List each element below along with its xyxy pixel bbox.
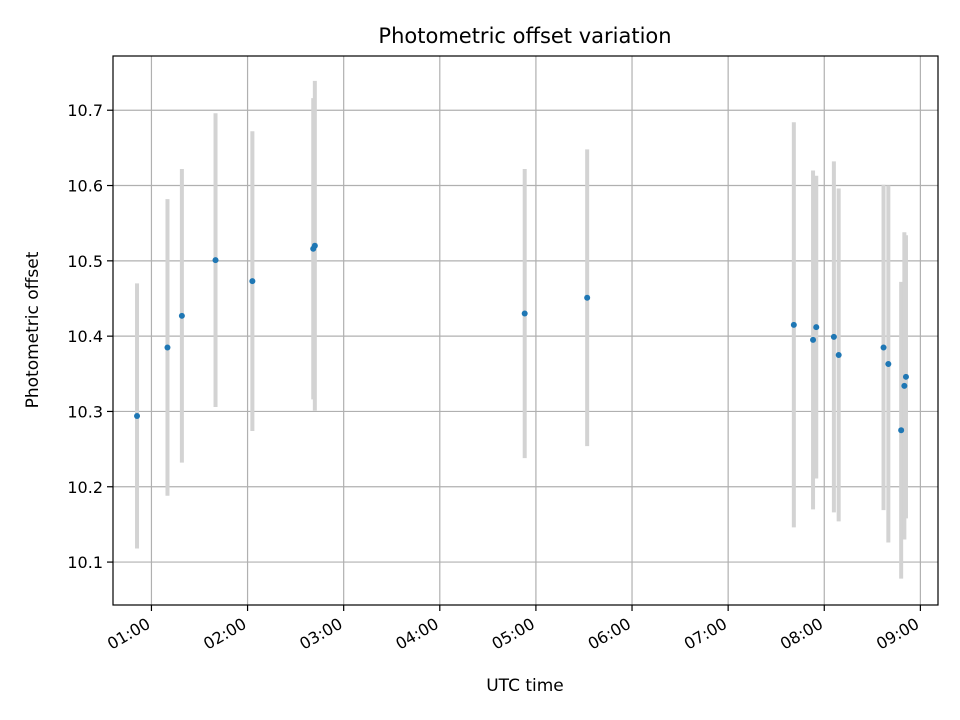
data-point	[212, 257, 219, 264]
data-point	[134, 412, 141, 419]
y-tick-label: 10.2	[67, 478, 103, 497]
y-tick-label: 10.6	[67, 177, 103, 196]
data-point	[885, 361, 892, 368]
data-point	[790, 321, 797, 328]
data-point	[830, 333, 837, 340]
y-tick-label: 10.4	[67, 327, 103, 346]
data-point	[810, 336, 817, 343]
x-axis-label: UTC time	[486, 676, 564, 696]
data-point	[584, 294, 591, 301]
markers	[134, 242, 909, 434]
y-axis-label: Photometric offset	[23, 251, 43, 408]
y-tick-label: 10.7	[67, 101, 103, 120]
data-point	[178, 312, 185, 319]
data-point	[813, 324, 820, 331]
plot-frame	[112, 55, 939, 606]
y-tick-label: 10.3	[67, 402, 103, 421]
y-axis-ticks: 10.1 10.2 10.3 10.4 10.5 10.6 10.7	[67, 101, 113, 572]
data-point	[901, 382, 908, 389]
data-point	[835, 351, 842, 358]
data-point	[311, 242, 318, 249]
data-point	[249, 278, 256, 285]
data-point	[898, 427, 905, 434]
chart-title: Photometric offset variation	[378, 24, 671, 48]
data-point	[164, 344, 171, 351]
y-tick-label: 10.1	[67, 553, 103, 572]
data-point	[521, 310, 528, 317]
data-point	[880, 344, 887, 351]
y-tick-label: 10.5	[67, 252, 103, 271]
data-point	[902, 373, 909, 380]
